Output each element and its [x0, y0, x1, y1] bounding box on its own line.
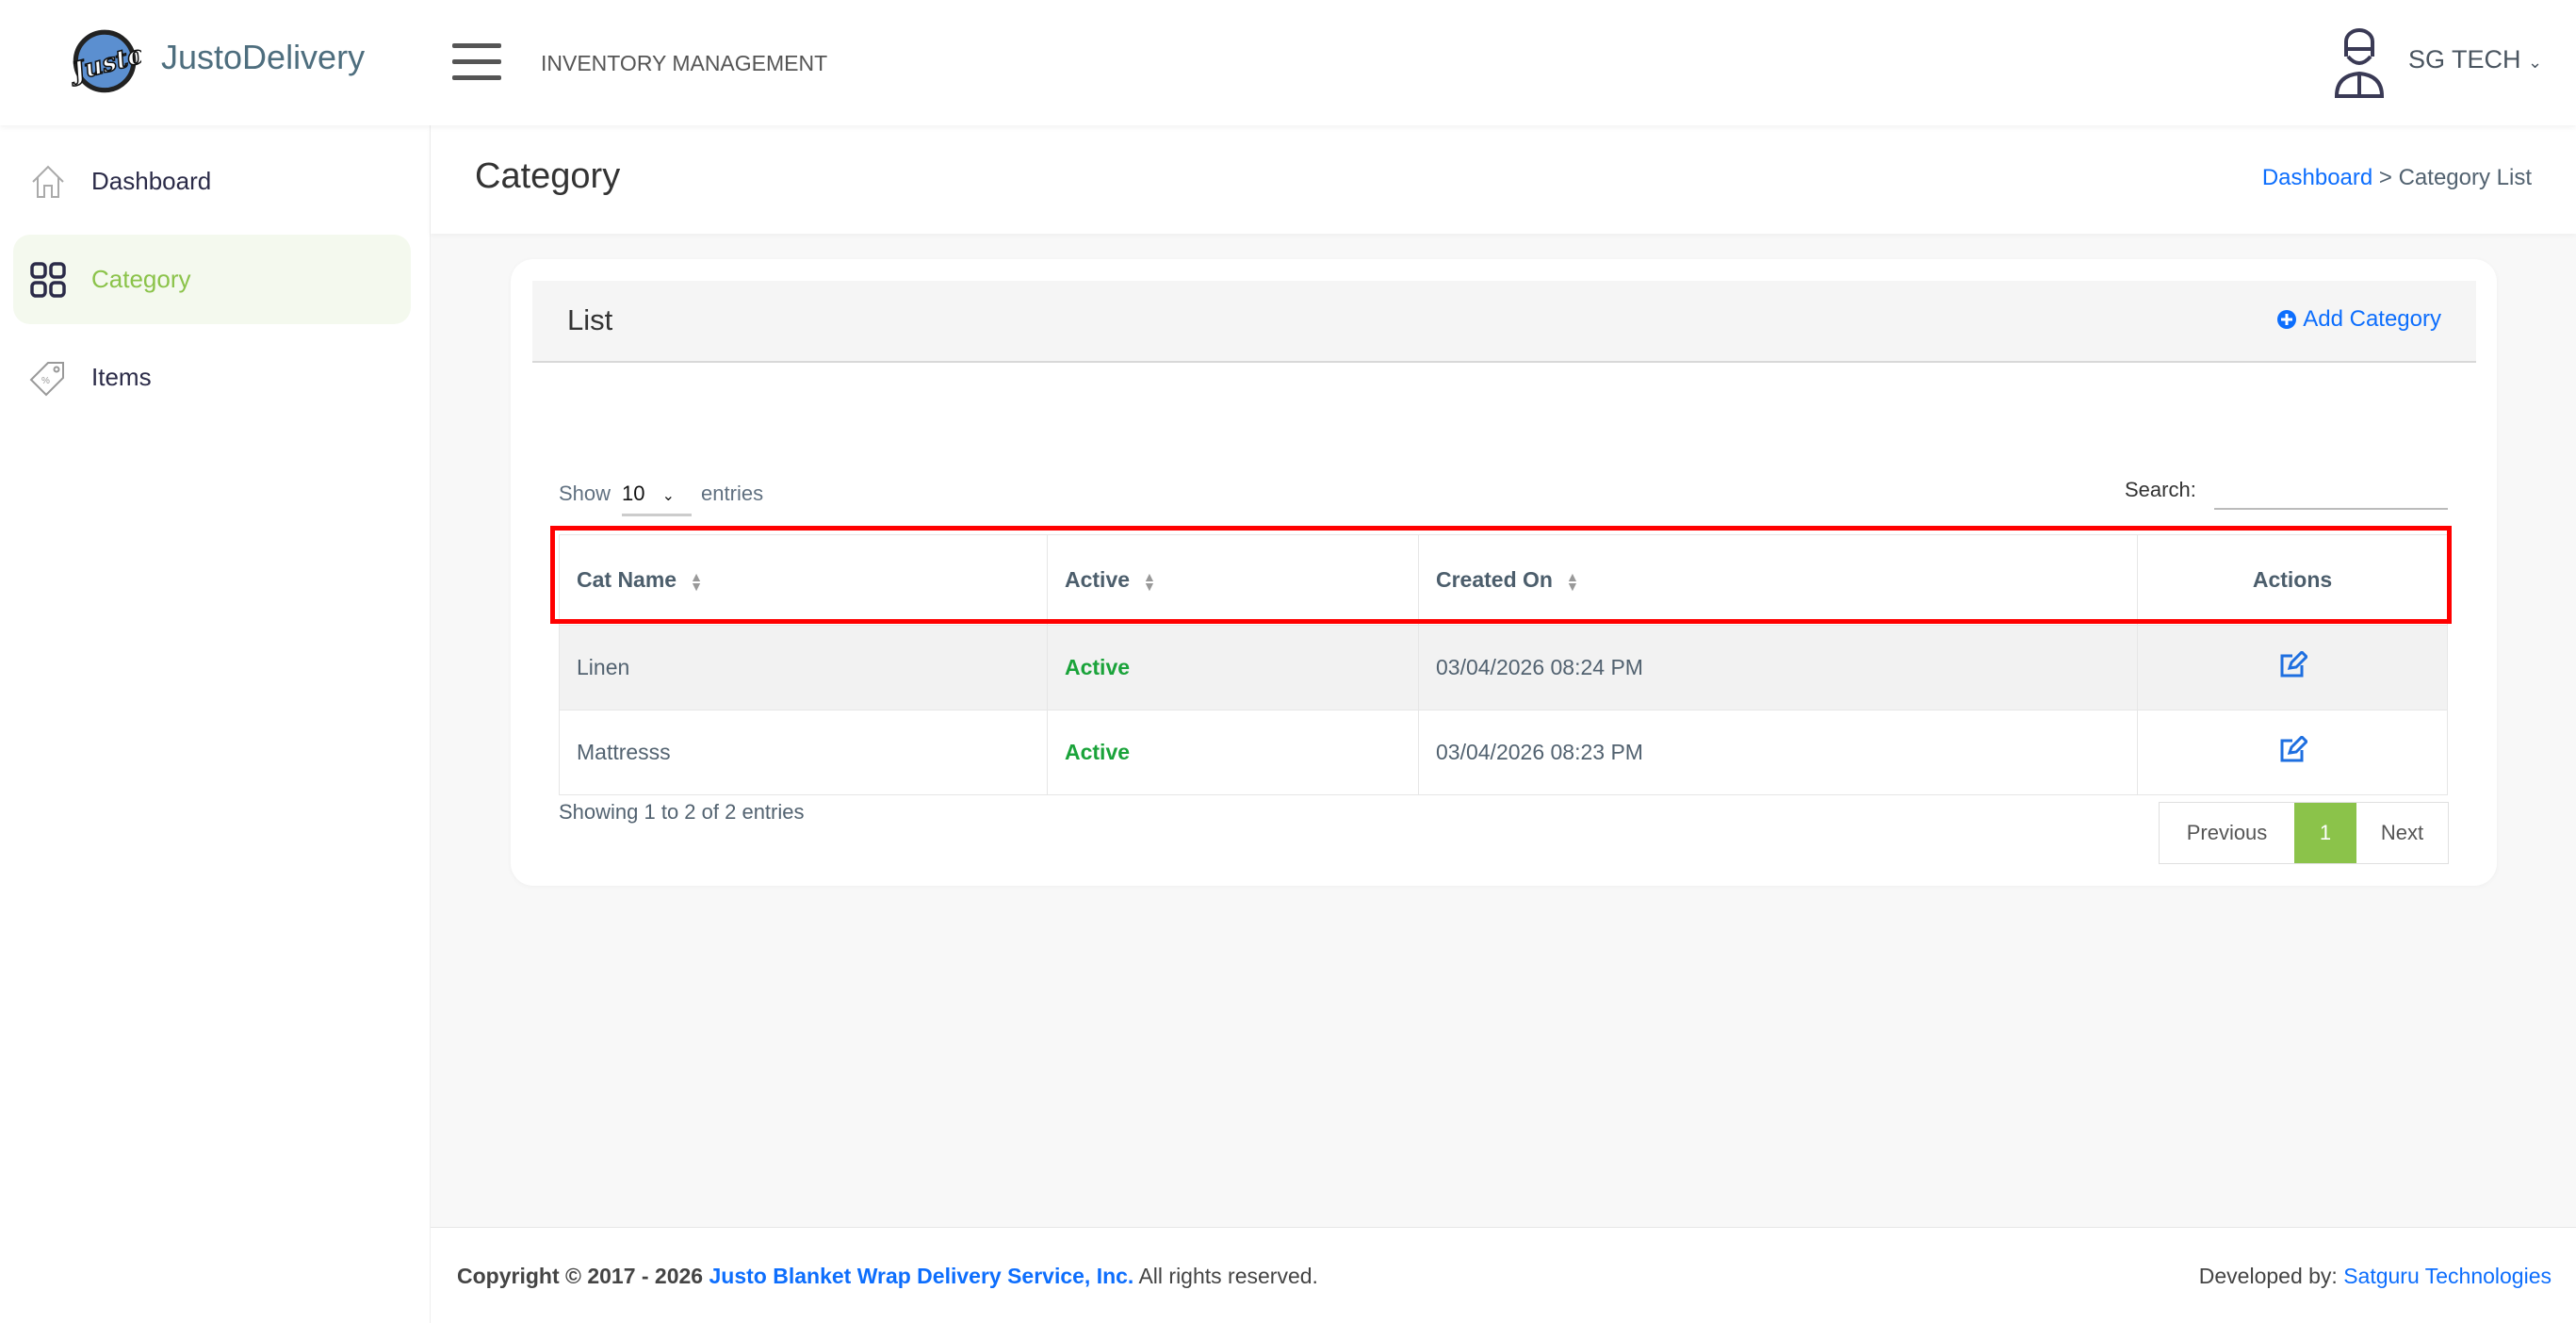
sidebar-item-items[interactable]: % Items: [13, 333, 411, 422]
sidebar-item-label: Dashboard: [91, 167, 212, 195]
sidebar-item-category[interactable]: Category: [13, 235, 411, 324]
developed-by-label: Developed by:: [2198, 1264, 2338, 1288]
search-label: Search:: [2125, 478, 2196, 501]
page-title: Category: [475, 156, 621, 196]
entries-label: entries: [701, 481, 764, 505]
page-length-select[interactable]: 10 ⌄: [622, 482, 693, 516]
app-title: INVENTORY MANAGEMENT: [541, 51, 828, 75]
column-label: Created On: [1436, 567, 1553, 592]
menu-toggle-icon[interactable]: [452, 43, 501, 81]
sidebar-item-dashboard[interactable]: Dashboard: [13, 137, 411, 226]
search-input[interactable]: [2214, 472, 2448, 510]
footer: Copyright © 2017 - 2026 Justo Blanket Wr…: [431, 1227, 2576, 1323]
page-length-control: Show 10 ⌄ entries: [559, 476, 764, 516]
company-link[interactable]: Justo Blanket Wrap Delivery Service, Inc…: [709, 1264, 1134, 1288]
card-title: List: [567, 303, 613, 336]
add-category-label: Add Category: [2303, 306, 2441, 332]
actions-cell: [2137, 625, 2448, 710]
user-avatar-icon[interactable]: [2331, 28, 2388, 102]
home-icon: [32, 165, 64, 198]
status-cell: Active: [1047, 625, 1419, 710]
pagination: Previous 1 Next: [2159, 802, 2449, 864]
edit-icon[interactable]: [2277, 734, 2309, 764]
page-title-bar: Category Dashboard > Category List: [431, 125, 2576, 234]
cat-name-cell: Linen: [559, 625, 1048, 710]
breadcrumb-current: Category List: [2398, 165, 2532, 190]
top-header: Justo JustoDelivery INVENTORY MANAGEMENT…: [0, 0, 2576, 125]
grid-icon: [30, 261, 66, 298]
column-header-active[interactable]: Active ▲ ▼: [1047, 534, 1419, 626]
column-header-actions: Actions: [2137, 534, 2448, 626]
table-row: Mattresss Active 03/04/2026 08:23 PM: [559, 710, 2448, 795]
user-name: SG TECH: [2408, 45, 2521, 74]
created-on-cell: 03/04/2026 08:23 PM: [1418, 710, 2138, 795]
cat-name-cell: Mattresss: [559, 710, 1048, 795]
sort-icon: ▲ ▼: [1143, 568, 1156, 594]
svg-text:%: %: [41, 376, 50, 386]
category-list-card: List Add Category Show 10 ⌄ entries Sear…: [511, 259, 2497, 886]
status-cell: Active: [1047, 710, 1419, 795]
sidebar-item-label: Category: [91, 265, 191, 293]
breadcrumb: Dashboard > Category List: [2262, 165, 2532, 191]
table-info: Showing 1 to 2 of 2 entries: [559, 800, 805, 824]
created-on-cell: 03/04/2026 08:24 PM: [1418, 625, 2138, 710]
justo-logo[interactable]: Justo: [64, 24, 141, 102]
column-header-cat-name[interactable]: Cat Name ▲ ▼: [559, 534, 1048, 626]
previous-page-button[interactable]: Previous: [2186, 821, 2268, 844]
copyright: Copyright © 2017 - 2026 Justo Blanket Wr…: [457, 1264, 1318, 1289]
sidebar: Dashboard Category % Items: [0, 125, 431, 1323]
sort-icon: ▲ ▼: [690, 568, 703, 594]
tag-icon: %: [29, 361, 64, 396]
chevron-down-icon: ⌄: [2528, 53, 2543, 72]
rights-text: All rights reserved.: [1138, 1264, 1318, 1288]
add-category-button[interactable]: Add Category: [2276, 306, 2441, 333]
show-label: Show: [559, 481, 611, 505]
sidebar-item-label: Items: [91, 363, 152, 391]
table-row: Linen Active 03/04/2026 08:24 PM: [559, 625, 2448, 710]
sort-icon: ▲ ▼: [1565, 568, 1579, 594]
table-header-row: Cat Name ▲ ▼ Active ▲ ▼ Created On ▲ ▼ Actions: [559, 534, 2448, 626]
user-menu[interactable]: SG TECH ⌄: [2408, 45, 2542, 74]
column-label: Cat Name: [577, 567, 677, 592]
chevron-down-icon: ⌄: [661, 488, 676, 504]
actions-cell: [2137, 710, 2448, 795]
developer-link[interactable]: Satguru Technologies: [2343, 1264, 2552, 1288]
column-header-created-on[interactable]: Created On ▲ ▼: [1418, 534, 2138, 626]
plus-circle-icon: [2277, 310, 2297, 329]
copyright-prefix: Copyright © 2017 - 2026: [457, 1264, 704, 1288]
page-length-value: 10: [622, 482, 645, 505]
column-label: Active: [1065, 567, 1131, 592]
category-table: Cat Name ▲ ▼ Active ▲ ▼ Created On ▲ ▼ Actions…: [559, 534, 2448, 795]
next-page-button[interactable]: Next: [2380, 821, 2424, 844]
breadcrumb-dashboard-link[interactable]: Dashboard: [2261, 165, 2373, 190]
card-header: List Add Category: [532, 281, 2476, 363]
breadcrumb-separator: >: [2372, 165, 2399, 190]
page-1-button[interactable]: 1: [2294, 803, 2356, 863]
developer-credit: Developed by: Satguru Technologies: [2199, 1264, 2552, 1289]
edit-icon[interactable]: [2277, 649, 2309, 679]
brand-name[interactable]: JustoDelivery: [161, 38, 366, 76]
